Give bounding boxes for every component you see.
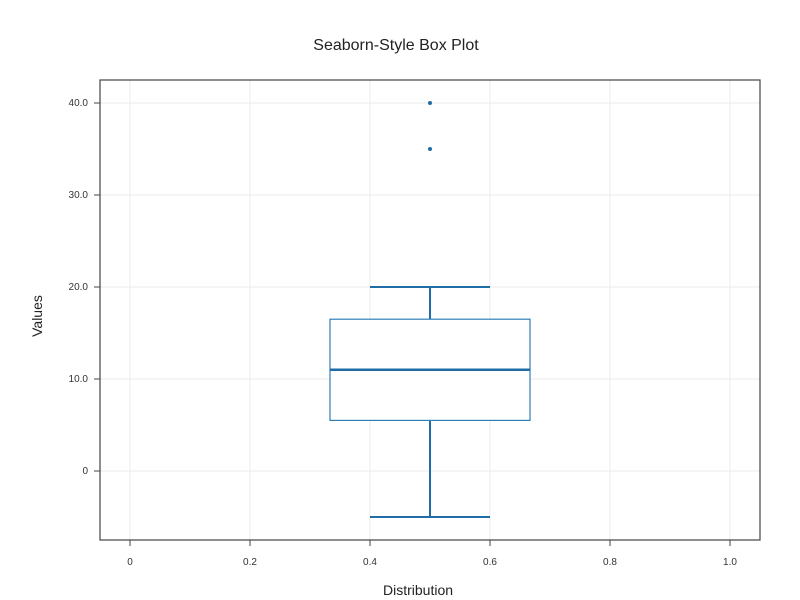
y-axis-label: Values [29,295,45,337]
y-tick-label-0: 0 [82,466,88,477]
y-tick-label-3: 30.0 [69,190,89,201]
x-axis-label: Distribution [383,582,453,598]
x-tick-label-1: 0.2 [243,557,257,568]
y-tick-label-4: 40.0 [69,98,89,109]
x-tick-label-3: 0.6 [483,557,497,568]
outlier-point-0 [428,147,432,151]
plot-frame [99,79,761,541]
outlier-point-1 [428,101,432,105]
plot-area [329,101,531,518]
x-axis: 0 0.2 0.4 0.6 0.8 1.0 [127,540,737,568]
y-axis: 0 10.0 20.0 30.0 40.0 [69,98,100,477]
x-tick-label-4: 0.8 [603,557,617,568]
y-tick-label-1: 10.0 [69,374,89,385]
x-tick-label-5: 1.0 [723,557,737,568]
y-tick-label-2: 20.0 [69,282,89,293]
x-tick-label-0: 0 [127,557,133,568]
chart-title: Seaborn-Style Box Plot [313,37,479,54]
x-tick-label-2: 0.4 [363,557,377,568]
